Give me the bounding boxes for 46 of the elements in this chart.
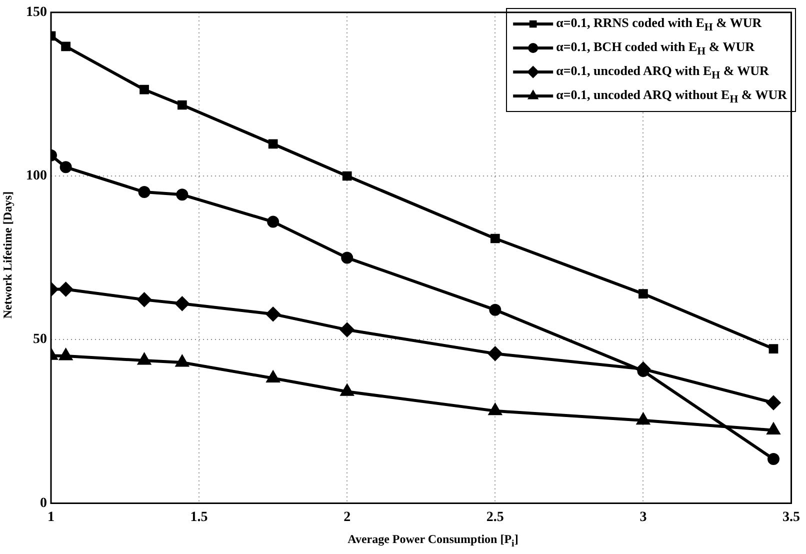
point xyxy=(58,282,73,296)
point xyxy=(177,100,187,110)
y-axis-title: Network Lifetime [Days] xyxy=(0,191,16,319)
point xyxy=(636,413,650,425)
point xyxy=(176,188,188,201)
point xyxy=(61,42,70,52)
x-axis-title: Average Power Consumption [P$_{i}$] xyxy=(346,532,520,550)
point xyxy=(767,423,780,434)
legend-label: α=0.1, BCH coded with E$_{H}$ & WUR xyxy=(556,38,754,58)
point xyxy=(766,396,780,410)
point xyxy=(490,234,500,244)
point xyxy=(266,307,280,322)
x-tick-label: 1.5 xyxy=(190,510,208,526)
x-tick-label: 3 xyxy=(640,510,647,526)
point xyxy=(768,344,778,354)
point xyxy=(488,346,502,361)
point xyxy=(60,161,72,174)
point xyxy=(489,304,502,316)
point xyxy=(767,453,780,466)
point xyxy=(638,289,648,298)
legend-label: α=0.1, RRNS coded with E$_{H}$ & WUR xyxy=(556,14,762,34)
point xyxy=(340,384,354,396)
x-tick-label: 1 xyxy=(48,510,54,526)
point xyxy=(266,371,280,382)
y-tick-label: 100 xyxy=(26,168,47,184)
y-tick-label: 0 xyxy=(40,496,47,511)
point xyxy=(176,356,188,367)
legend-label: α=0.1, uncoded ARQ with E$_{H}$ & WUR xyxy=(556,62,769,82)
point xyxy=(267,216,280,228)
point xyxy=(138,186,150,198)
point xyxy=(341,252,354,264)
point xyxy=(488,404,502,416)
x-tick-label: 3.5 xyxy=(782,510,800,526)
x-tick-label: 2.5 xyxy=(486,510,504,526)
point xyxy=(137,292,152,307)
point xyxy=(140,84,149,94)
point xyxy=(340,322,354,337)
x-tick-label: 2 xyxy=(344,510,351,526)
point xyxy=(60,348,72,360)
y-tick-label: 50 xyxy=(33,332,47,348)
legend-label: α=0.1, uncoded ARQ without E$_{H}$ & WUR xyxy=(556,86,787,106)
y-tick-label: 150 xyxy=(26,5,47,20)
point xyxy=(342,171,352,181)
point xyxy=(175,296,190,311)
point xyxy=(138,354,151,365)
point xyxy=(268,139,278,149)
